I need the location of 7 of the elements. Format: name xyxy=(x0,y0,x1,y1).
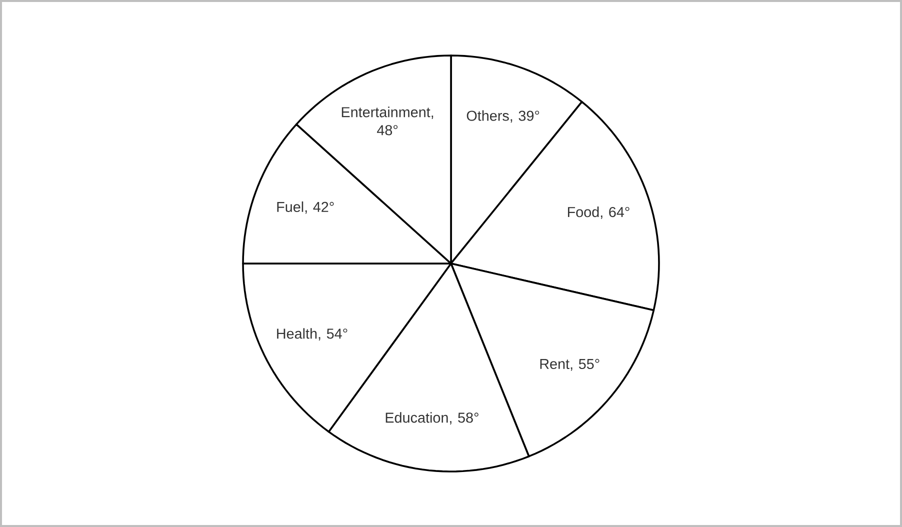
slice-label: Fuel, 42° xyxy=(277,201,334,214)
slice-label: Food, 64° xyxy=(568,206,630,219)
slice-label: Others, 39° xyxy=(466,110,540,123)
slice-label: Health, 54° xyxy=(277,328,348,340)
slice-label: Rent, 55° xyxy=(540,358,600,371)
slice-label: Education, 58° xyxy=(386,412,478,424)
slice-label: Entertainment, 48° xyxy=(342,106,434,136)
